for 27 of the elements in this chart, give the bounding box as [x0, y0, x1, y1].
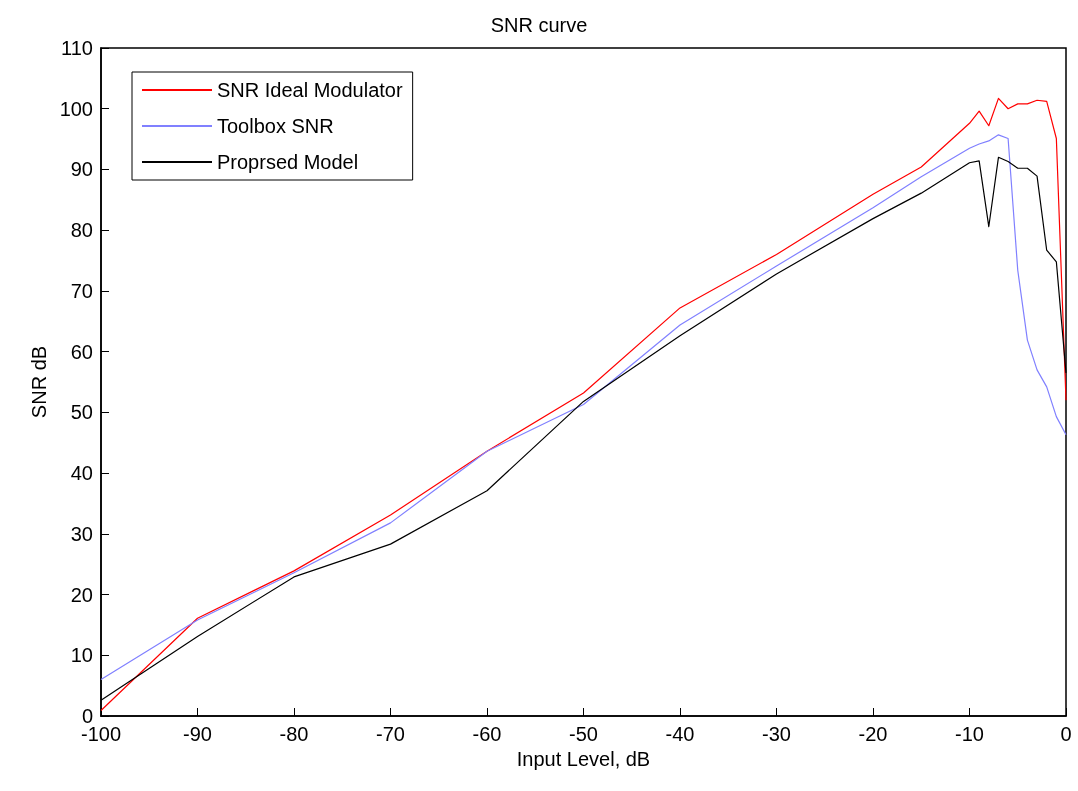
x-tick-label: -80 [279, 723, 309, 745]
x-tick-label: -60 [472, 723, 502, 745]
x-axis-title: Input Level, dB [516, 747, 651, 770]
x-tick-label: -30 [762, 723, 791, 745]
y-tick-label: 20 [70, 583, 93, 606]
legend-label: SNR Ideal Modulator [217, 79, 403, 101]
y-tick-label: 40 [70, 462, 93, 485]
x-tick-label: -20 [858, 723, 888, 745]
y-tick-label: 70 [70, 279, 93, 302]
x-tick-label: 0 [1060, 723, 1072, 745]
y-tick-label: 60 [70, 340, 93, 363]
y-axis-title: SNR dB [27, 345, 50, 419]
y-tick-label: 30 [70, 522, 93, 545]
y-tick-label: 90 [70, 158, 93, 181]
legend-label: Toolbox SNR [217, 115, 334, 137]
x-tick-label: -70 [376, 723, 405, 745]
y-tick-label: 50 [70, 401, 93, 424]
chart-title: SNR curve [490, 14, 588, 36]
y-tick-label: 110 [61, 37, 93, 59]
x-tick-label: -90 [183, 723, 212, 745]
x-tick-label: -40 [665, 723, 695, 745]
y-tick-label: 80 [70, 219, 93, 242]
x-tick-label: -50 [569, 723, 598, 745]
legend-label: Proprsed Model [217, 151, 359, 173]
y-tick-label: 100 [59, 97, 93, 120]
y-tick-label: 10 [70, 644, 93, 667]
x-tick-label: -10 [955, 723, 984, 745]
